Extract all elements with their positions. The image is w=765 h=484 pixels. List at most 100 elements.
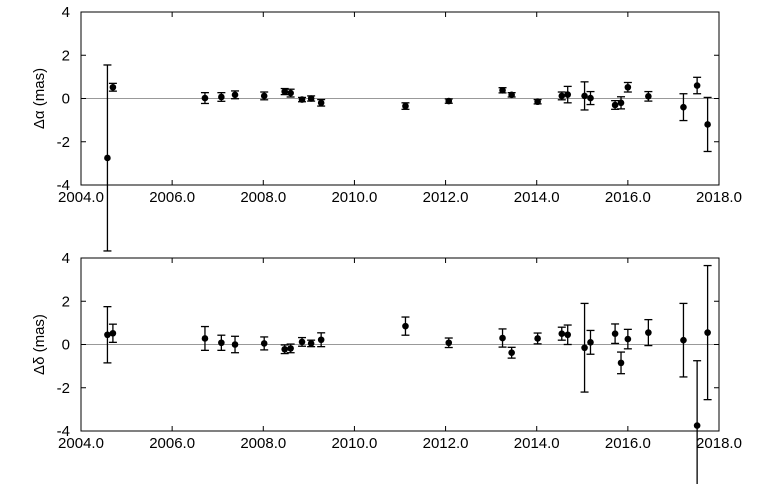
data-marker <box>298 96 306 103</box>
panel-delta-alpha: 2004.0 2006.0 2008.0 2010.0 2012.0 2014.0 2016… <box>31 4 742 252</box>
x-tick-label: 2018.0 <box>696 435 742 452</box>
x-tick-label: 2012.0 <box>423 189 469 206</box>
data-marker <box>109 329 117 337</box>
data-point <box>693 76 702 95</box>
data-marker <box>231 91 239 99</box>
data-point <box>507 346 516 359</box>
data-marker <box>317 99 325 107</box>
data-point <box>317 98 326 107</box>
x-tick-label: 2004.0 <box>58 435 104 452</box>
data-point <box>586 329 595 355</box>
data-point <box>703 264 712 401</box>
y-axis-label: Δδ (mas) <box>31 314 48 375</box>
data-point <box>217 92 226 102</box>
data-point <box>679 93 688 122</box>
data-marker <box>298 338 306 346</box>
data-marker <box>704 329 711 336</box>
data-marker <box>307 95 315 102</box>
data-marker <box>534 335 541 342</box>
data-marker <box>680 103 687 111</box>
data-marker <box>587 94 594 102</box>
data-point <box>231 335 240 354</box>
data-marker <box>109 83 117 91</box>
data-marker <box>402 102 409 110</box>
data-marker <box>307 340 315 347</box>
x-tick-label: 2016.0 <box>605 189 651 206</box>
data-marker <box>564 91 572 98</box>
data-point <box>260 336 269 351</box>
x-tick-label: 2008.0 <box>240 189 286 206</box>
data-point <box>498 86 507 94</box>
data-point <box>693 360 702 484</box>
data-marker <box>287 89 294 97</box>
data-marker <box>104 154 111 162</box>
data-point <box>231 90 240 100</box>
x-tick-label: 2016.0 <box>605 435 651 452</box>
data-point <box>557 326 566 341</box>
data-marker <box>564 331 572 339</box>
data-point <box>557 91 566 101</box>
data-marker <box>508 349 515 357</box>
data-point <box>533 98 542 106</box>
x-tick-label: 2008.0 <box>240 435 286 452</box>
y-tick-label: -4 <box>57 423 70 440</box>
data-marker <box>558 92 566 100</box>
data-point <box>260 91 269 101</box>
data-marker <box>287 345 294 352</box>
x-tick-label: 2014.0 <box>514 435 560 452</box>
data-point <box>401 102 410 110</box>
data-point <box>498 328 507 348</box>
data-marker <box>201 335 209 342</box>
data-marker <box>611 330 619 337</box>
data-point <box>563 85 572 104</box>
data-marker <box>402 322 409 330</box>
y-axis-label: Δα (mas) <box>31 68 48 129</box>
data-point <box>644 318 653 347</box>
x-tick-label: 2010.0 <box>331 435 377 452</box>
data-point <box>280 344 289 355</box>
data-point <box>307 339 316 348</box>
data-point <box>586 90 595 106</box>
data-point <box>401 316 410 336</box>
data-point <box>623 328 632 350</box>
data-point <box>286 88 295 98</box>
data-point <box>200 325 209 351</box>
data-point <box>580 81 589 111</box>
data-marker <box>624 335 632 343</box>
y-tick-label: 0 <box>62 91 70 108</box>
data-point <box>103 306 112 364</box>
data-marker <box>218 339 225 347</box>
data-marker <box>445 97 453 105</box>
data-point <box>280 87 289 96</box>
data-point <box>611 323 620 345</box>
data-marker <box>624 83 632 91</box>
data-point <box>611 100 620 110</box>
y-tick-label: 4 <box>62 250 70 267</box>
data-point <box>580 302 589 393</box>
data-point <box>644 90 653 102</box>
data-marker <box>617 359 625 367</box>
data-marker <box>260 92 268 100</box>
y-tick-label: 2 <box>62 47 70 64</box>
data-marker <box>680 336 687 344</box>
data-point <box>623 81 632 93</box>
data-point <box>200 92 209 105</box>
data-marker <box>317 336 325 344</box>
data-point <box>307 95 316 102</box>
data-point <box>679 302 688 378</box>
data-marker <box>693 82 701 89</box>
y-tick-label: 0 <box>62 337 70 354</box>
y-tick-label: -2 <box>57 380 70 397</box>
x-tick-label: 2010.0 <box>331 189 377 206</box>
data-marker <box>218 93 225 101</box>
data-marker <box>581 92 588 100</box>
data-marker <box>558 330 566 337</box>
x-tick-label: 2018.0 <box>696 189 742 206</box>
data-point <box>703 96 712 153</box>
data-marker <box>281 88 289 95</box>
x-tick-label: 2012.0 <box>423 435 469 452</box>
data-point <box>617 96 626 110</box>
data-marker <box>693 422 701 429</box>
data-marker <box>281 345 289 353</box>
data-point <box>298 336 307 347</box>
